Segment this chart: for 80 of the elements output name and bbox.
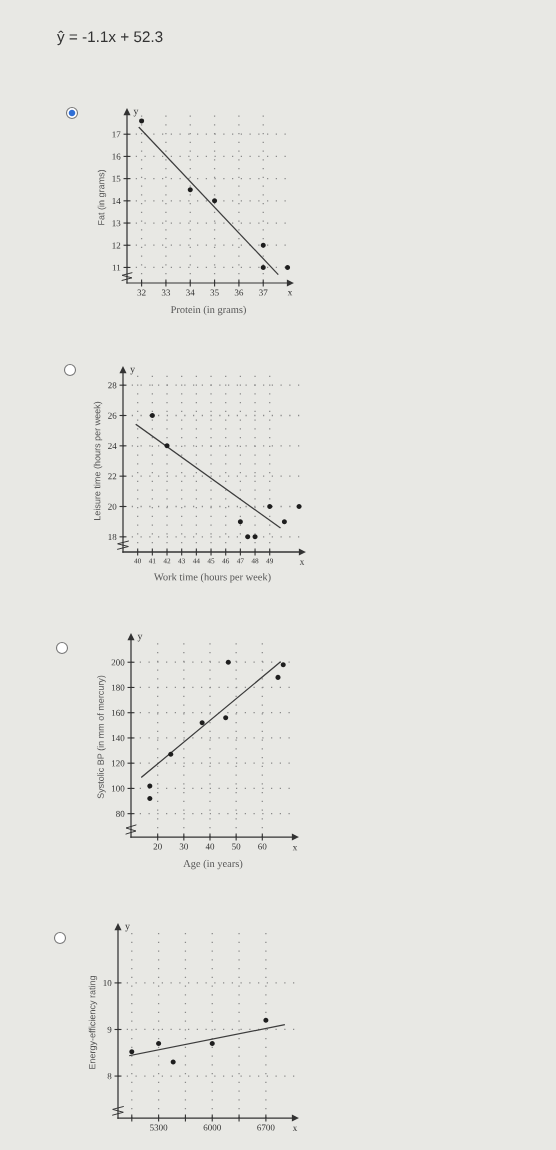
- x-tick-label: 6700: [257, 1124, 275, 1131]
- point: [285, 264, 291, 270]
- x-tick-label: 30: [179, 843, 189, 850]
- y-tick-label: 160: [112, 709, 125, 716]
- y-tick-label: 10: [103, 980, 112, 987]
- annotation: y: [137, 634, 143, 642]
- y-tick-label: 200: [111, 659, 125, 666]
- point: [263, 1017, 269, 1023]
- y-axis-title: Energy-efficiency rating: [88, 975, 98, 1069]
- y-tick-label: 12: [112, 242, 121, 249]
- y-tick-label: 140: [112, 735, 125, 742]
- y-tick-label: 26: [108, 412, 117, 419]
- y-tick-label: 28: [108, 382, 117, 389]
- x-tick-label: 33: [161, 289, 171, 296]
- point: [199, 720, 205, 726]
- y-tick-label: 180: [112, 684, 125, 691]
- x-tick-label: 50: [232, 843, 241, 850]
- y-tick-label: 14: [112, 198, 121, 204]
- annotation: y: [130, 367, 135, 375]
- y-tick-label: 24: [108, 442, 117, 449]
- y-tick-label: 20: [108, 503, 117, 510]
- point: [129, 1049, 135, 1055]
- x-tick-label: 37: [259, 289, 268, 296]
- x-axis-title: Protein (in grams): [170, 305, 246, 316]
- y-tick-label: 16: [112, 153, 121, 160]
- point: [237, 519, 243, 525]
- point: [139, 118, 145, 124]
- point: [260, 242, 266, 248]
- y-tick-label: 80: [116, 810, 125, 817]
- y-axis-title: Systolic BP (in mm of mercury): [97, 675, 106, 799]
- x-tick-label: 34: [186, 289, 195, 296]
- y-tick-label: 18: [108, 533, 117, 541]
- y-tick-label: 120: [112, 760, 125, 767]
- y-tick-label: 17: [112, 131, 121, 138]
- point: [223, 715, 229, 721]
- chart-title: ŷ = -1.1x + 52.3: [57, 30, 163, 46]
- y-tick-label: 8: [107, 1073, 112, 1080]
- text: x: [299, 560, 305, 565]
- text: x: [292, 846, 298, 851]
- y-axis-title: Fat (in grams): [97, 169, 107, 225]
- point: [156, 1040, 162, 1046]
- x-tick-label: 20: [153, 843, 162, 850]
- x-tick-label: 60: [258, 843, 267, 850]
- point: [147, 783, 153, 789]
- point: [245, 534, 251, 540]
- y-tick-label: 100: [112, 785, 125, 792]
- y-axis-title: Leisure time (hours per week): [93, 401, 103, 520]
- text: x: [292, 1126, 298, 1131]
- x-axis-title: Work time (hours per week): [153, 573, 271, 583]
- y-tick-label: 22: [108, 473, 117, 480]
- annotation: y: [125, 924, 130, 932]
- y-tick-label: 13: [112, 220, 121, 227]
- y-tick-label: 9: [107, 1026, 112, 1033]
- point: [252, 534, 258, 540]
- y-tick-label: 15: [112, 175, 121, 182]
- point: [267, 504, 273, 509]
- point: [170, 1059, 176, 1065]
- point: [280, 662, 286, 668]
- annotation: y: [133, 109, 139, 117]
- point: [225, 659, 231, 665]
- point: [260, 264, 266, 270]
- point: [296, 504, 302, 509]
- x-tick-label: 6000: [203, 1124, 221, 1131]
- x-tick-label: 40: [205, 843, 215, 850]
- x-tick-label: 32: [137, 289, 146, 296]
- point: [212, 198, 218, 204]
- point: [149, 413, 155, 418]
- point: [168, 751, 174, 757]
- point: [164, 443, 170, 449]
- x-tick-label: 5300: [150, 1124, 168, 1131]
- x-tick-label: 35: [210, 289, 219, 296]
- point: [275, 674, 281, 680]
- x-axis-title: Age (in years): [183, 859, 243, 870]
- point: [209, 1040, 215, 1046]
- x-tick-label: 36: [234, 289, 244, 296]
- y-tick-label: 11: [112, 264, 121, 271]
- text: x: [287, 291, 293, 296]
- point: [187, 187, 193, 193]
- point: [147, 796, 153, 802]
- point: [281, 519, 287, 525]
